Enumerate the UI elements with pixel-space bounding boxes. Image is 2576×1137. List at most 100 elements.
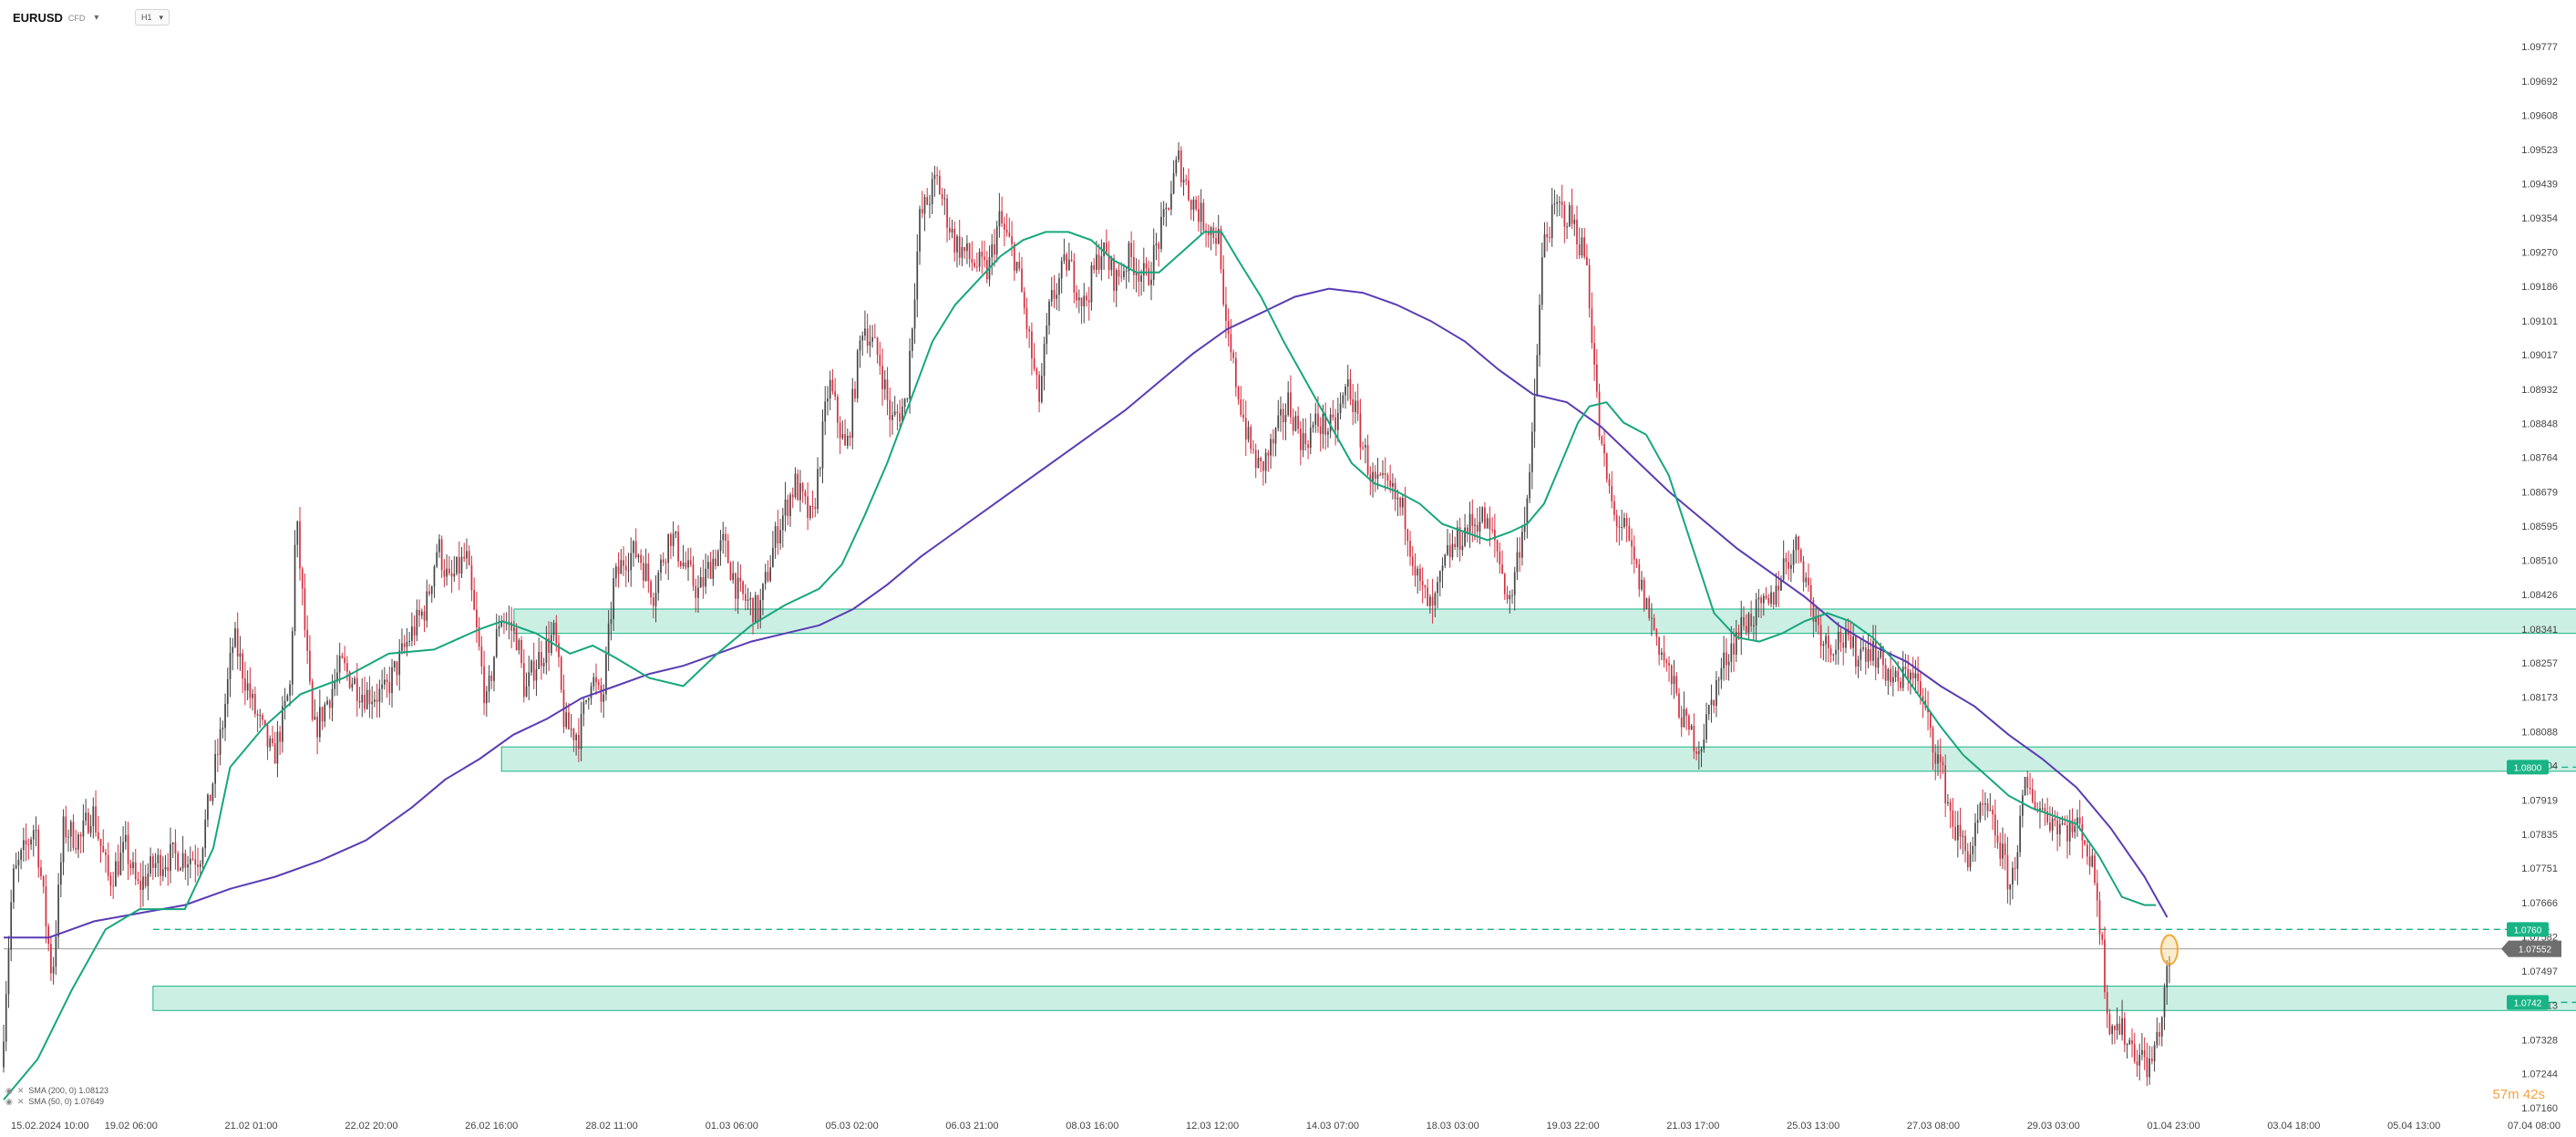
candle-body (1339, 403, 1342, 413)
candle-body (1827, 636, 1829, 648)
candle-body (1284, 415, 1287, 423)
candle-body (929, 203, 931, 205)
candle-body (1812, 600, 1815, 623)
candle-body (1710, 699, 1713, 706)
time-tick-label: 21.03 17:00 (1666, 1121, 1719, 1132)
candle-body (152, 856, 154, 868)
candle-body (27, 844, 30, 846)
candle-body (2156, 1032, 2159, 1046)
candle-body (1491, 529, 1493, 531)
candle-body (1904, 667, 1907, 669)
candle-body (1809, 584, 1812, 601)
candle-body (1832, 654, 1835, 656)
candle-body (1384, 473, 1386, 476)
candle-body (1891, 677, 1894, 683)
candle-body (978, 252, 981, 267)
candle-body (1986, 803, 1989, 811)
symbol-type: CFD (67, 14, 86, 23)
candle-body (1982, 803, 1984, 805)
candle-body (1160, 216, 1162, 249)
support-resistance-zones (152, 608, 2576, 1011)
candle-body (1688, 716, 1690, 730)
candle-body (1511, 594, 1513, 596)
candle-body (1513, 572, 1516, 595)
time-axis[interactable]: 15.02.2024 10:00 19.02 06:00 21.02 01:00 22… (11, 1121, 2561, 1132)
candle-body (1036, 368, 1038, 376)
candle-body (1496, 540, 1499, 552)
candle-body (1723, 652, 1725, 668)
legend-row-sma50[interactable]: ◉ ✕ SMA (50, 0) 1.07649 (5, 1096, 108, 1107)
price-tick-label: 1.07666 (2521, 898, 2558, 909)
candle-body (1780, 579, 1782, 591)
candle-body (1319, 426, 1322, 434)
candle-body (55, 936, 57, 967)
candle-body (2116, 1023, 2118, 1030)
candle-body (1494, 529, 1496, 541)
candle-body (1290, 392, 1292, 418)
candle-body (256, 714, 259, 716)
candle-body (630, 553, 633, 571)
candle-body (1737, 632, 1740, 638)
candle-body (160, 854, 161, 876)
candle-body (709, 562, 712, 579)
candle-body (634, 541, 637, 558)
candle-body (587, 698, 590, 700)
candle-body (936, 174, 938, 176)
candle-body (1598, 391, 1601, 437)
candle-body (351, 683, 354, 688)
candle-body (1506, 594, 1509, 600)
eye-icon[interactable]: ◉ (5, 1097, 13, 1106)
candle-body (1792, 550, 1795, 565)
candle-body (181, 853, 184, 869)
candle-body (1586, 256, 1588, 265)
candle-body (1529, 471, 1530, 499)
chevron-down-icon[interactable]: ▾ (94, 12, 99, 23)
candle-body (1025, 308, 1028, 330)
candle-body (866, 328, 869, 346)
candle-body (817, 469, 819, 510)
close-icon[interactable]: ✕ (16, 1086, 25, 1095)
time-tick-label: 03.04 18:00 (2267, 1121, 2320, 1132)
candle-body (759, 600, 762, 622)
candle-body (640, 554, 642, 563)
level-tag-label: 1.0760 (2514, 925, 2542, 935)
candle-body (1860, 648, 1862, 660)
time-tick-label: 14.03 07:00 (1306, 1121, 1359, 1132)
candle-body (1583, 237, 1586, 257)
candle-body (831, 379, 834, 392)
candle-body (1362, 447, 1364, 449)
candle-body (994, 243, 995, 255)
candle-body (550, 635, 552, 654)
candle-body (1441, 565, 1444, 572)
candle-body (1798, 536, 1799, 550)
price-axis[interactable]: 1.09777 1.09692 1.09608 1.09523 1.09439 1.093… (2521, 42, 2558, 1114)
candle-body (1448, 544, 1451, 558)
indicator-legend: ◉ ✕ SMA (200, 0) 1.08123 ◉ ✕ SMA (50, 0)… (5, 1085, 108, 1107)
price-tick-label: 1.08848 (2521, 419, 2558, 429)
candle-body (2058, 823, 2061, 834)
legend-sma200-label: SMA (200, 0) 1.08123 (28, 1086, 108, 1095)
candle-body (493, 656, 495, 681)
candle-body (1735, 632, 1737, 656)
candle-body (2021, 795, 2024, 816)
candle-body (1695, 751, 1697, 754)
candle-body (1486, 518, 1489, 529)
symbol-header[interactable]: EURUSD CFD ▾ (13, 7, 98, 27)
candle-body (1775, 585, 1777, 605)
timeframe-selector[interactable]: H1 ▾ (135, 9, 170, 26)
candle-body (381, 684, 383, 689)
candle-body (605, 654, 607, 695)
eye-icon[interactable]: ◉ (5, 1086, 13, 1095)
legend-row-sma200[interactable]: ◉ ✕ SMA (200, 0) 1.08123 (5, 1085, 108, 1096)
symbol-name[interactable]: EURUSD (13, 10, 63, 25)
candle-body (672, 533, 675, 546)
close-icon[interactable]: ✕ (16, 1097, 25, 1106)
candle-body (660, 559, 662, 574)
candle-body (37, 830, 40, 868)
candle-body (1454, 543, 1457, 548)
candle-body (657, 573, 660, 594)
candle-body (729, 563, 732, 581)
candle-body (109, 875, 112, 886)
candle-body (864, 328, 866, 336)
